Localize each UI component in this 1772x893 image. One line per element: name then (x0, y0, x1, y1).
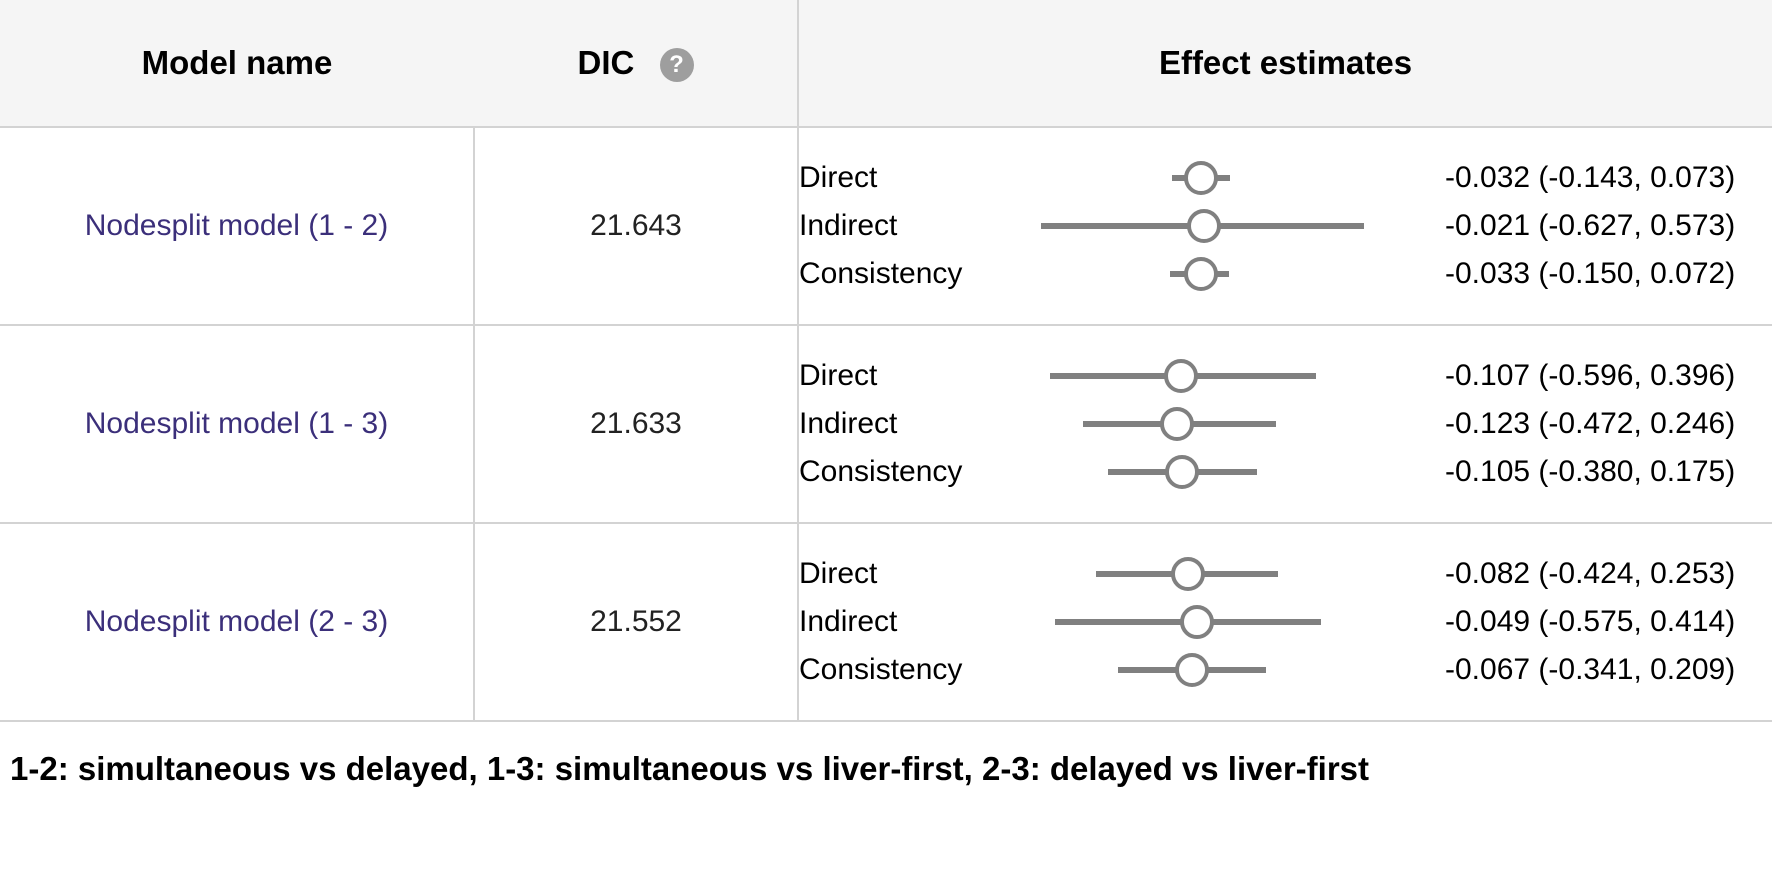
forest-row-value: -0.107 (-0.596, 0.396) (1425, 359, 1735, 393)
dic-cell: 21.643 (474, 127, 798, 325)
forest-row-value: -0.032 (-0.143, 0.073) (1425, 161, 1735, 195)
forest-row-label: Consistency (799, 257, 995, 291)
point-marker (1164, 359, 1198, 393)
forest-plot (995, 598, 1425, 646)
forest-row: Indirect -0.021 (-0.627, 0.573) (799, 202, 1772, 250)
point-marker (1171, 557, 1205, 591)
point-marker (1160, 407, 1194, 441)
forest-row-label: Direct (799, 161, 995, 195)
forest-row-value: -0.082 (-0.424, 0.253) (1425, 557, 1735, 591)
point-marker (1180, 605, 1214, 639)
model-name-cell[interactable]: Nodesplit model (1 - 2) (0, 127, 474, 325)
forest-row-value: -0.123 (-0.472, 0.246) (1425, 407, 1735, 441)
forest-row: Consistency -0.033 (-0.150, 0.072) (799, 250, 1772, 298)
forest-cell: Direct -0.082 (-0.424, 0.253) Indirect -0.0… (798, 523, 1772, 721)
forest-row-label: Consistency (799, 455, 995, 489)
point-marker (1184, 161, 1218, 195)
dic-cell: 21.552 (474, 523, 798, 721)
col-header-effect: Effect estimates (798, 0, 1772, 127)
dic-header-text: DIC (577, 44, 634, 81)
forest-row-value: -0.033 (-0.150, 0.072) (1425, 257, 1735, 291)
forest-plot (995, 448, 1425, 496)
point-marker (1165, 455, 1199, 489)
forest-row: Consistency -0.067 (-0.341, 0.209) (799, 646, 1772, 694)
forest-plot (995, 154, 1425, 202)
forest-row-value: -0.021 (-0.627, 0.573) (1425, 209, 1735, 243)
model-name-cell[interactable]: Nodesplit model (1 - 3) (0, 325, 474, 523)
forest-plot (995, 352, 1425, 400)
forest-row: Indirect -0.123 (-0.472, 0.246) (799, 400, 1772, 448)
table-body: Nodesplit model (1 - 2)21.643Direct-0.03… (0, 127, 1772, 721)
point-marker (1187, 209, 1221, 243)
point-marker (1175, 653, 1209, 687)
forest-row: Indirect -0.049 (-0.575, 0.414) (799, 598, 1772, 646)
forest-plot (995, 250, 1425, 298)
model-name-cell[interactable]: Nodesplit model (2 - 3) (0, 523, 474, 721)
table-header-row: Model name DIC ? Effect estimates (0, 0, 1772, 127)
forest-row: Consistency -0.105 (-0.380, 0.175) (799, 448, 1772, 496)
col-header-model: Model name (0, 0, 474, 127)
forest-cell: Direct -0.107 (-0.596, 0.396) Indirect -0.1… (798, 325, 1772, 523)
forest-plot (995, 646, 1425, 694)
forest-row-label: Indirect (799, 407, 995, 441)
table-row: Nodesplit model (1 - 2)21.643Direct -0.03… (0, 127, 1772, 325)
table-row: Nodesplit model (1 - 3)21.633Direct -0.10… (0, 325, 1772, 523)
forest-row-label: Indirect (799, 605, 995, 639)
forest-row: Direct -0.082 (-0.424, 0.253) (799, 550, 1772, 598)
forest-row: Direct -0.107 (-0.596, 0.396) (799, 352, 1772, 400)
forest-row-label: Direct (799, 557, 995, 591)
forest-plot (995, 550, 1425, 598)
forest-row-label: Indirect (799, 209, 995, 243)
forest-row-value: -0.105 (-0.380, 0.175) (1425, 455, 1735, 489)
forest-row: Direct -0.032 (-0.143, 0.073) (799, 154, 1772, 202)
forest-row-label: Direct (799, 359, 995, 393)
legend-text: 1-2: simultaneous vs delayed, 1-3: simul… (0, 722, 1772, 798)
forest-plot (995, 400, 1425, 448)
point-marker (1184, 257, 1218, 291)
dic-cell: 21.633 (474, 325, 798, 523)
help-icon[interactable]: ? (660, 48, 694, 82)
forest-row-value: -0.049 (-0.575, 0.414) (1425, 605, 1735, 639)
forest-row-value: -0.067 (-0.341, 0.209) (1425, 653, 1735, 687)
forest-plot (995, 202, 1425, 250)
table-row: Nodesplit model (2 - 3)21.552Direct -0.08… (0, 523, 1772, 721)
forest-row-label: Consistency (799, 653, 995, 687)
nodesplit-table: Model name DIC ? Effect estimates Nodesp… (0, 0, 1772, 722)
forest-cell: Direct -0.032 (-0.143, 0.073) Indirect -0.0… (798, 127, 1772, 325)
col-header-dic: DIC ? (474, 0, 798, 127)
